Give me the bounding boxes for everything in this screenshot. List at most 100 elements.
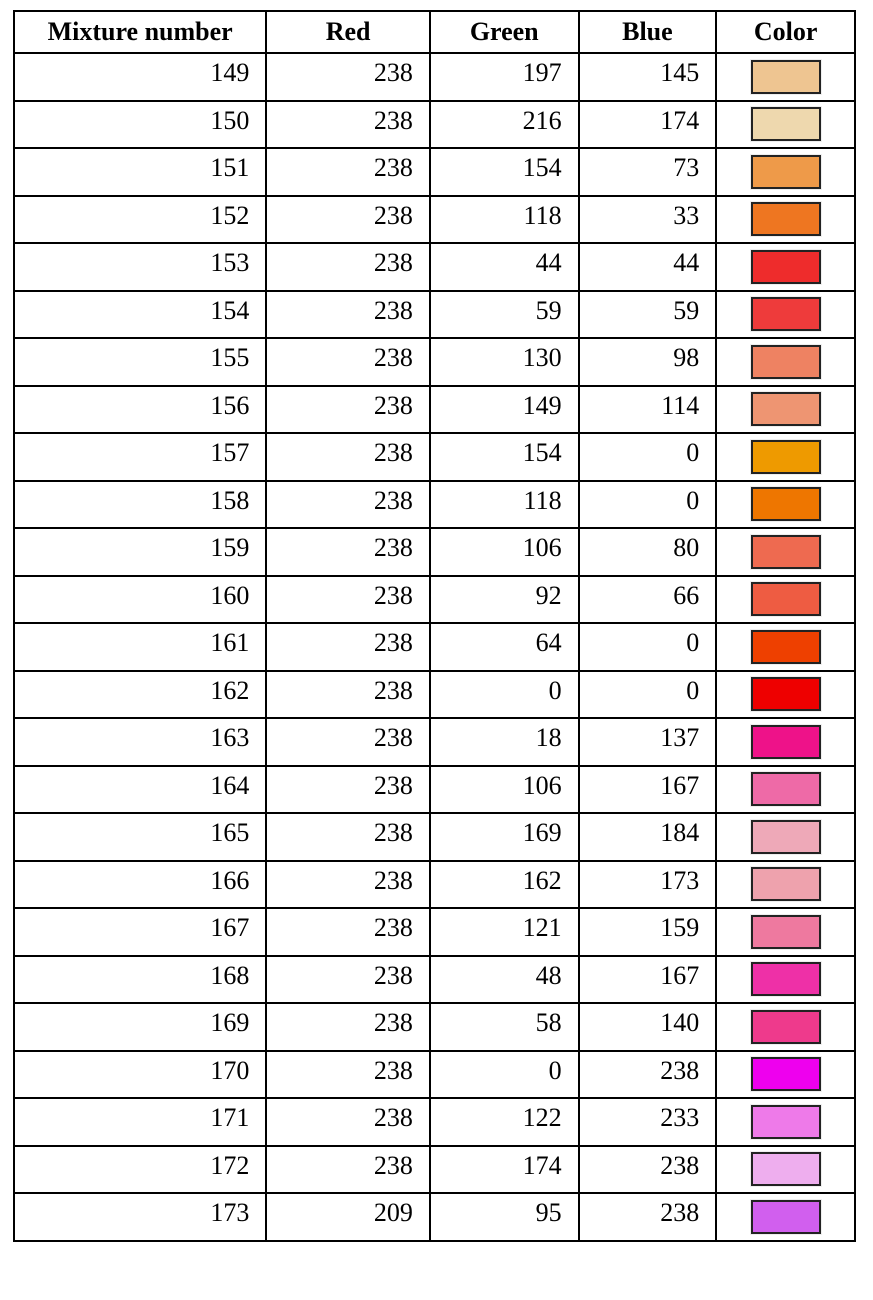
cell-red: 238 bbox=[265, 1144, 431, 1194]
cell-mixture: 166 bbox=[12, 859, 268, 909]
cell-blue: 167 bbox=[577, 764, 718, 814]
cell-red: 238 bbox=[265, 194, 431, 244]
color-swatch bbox=[750, 724, 821, 759]
header-green: Green bbox=[428, 10, 580, 54]
color-swatch bbox=[750, 962, 821, 997]
cell-red: 238 bbox=[265, 1049, 431, 1099]
cell-red: 238 bbox=[265, 147, 431, 197]
cell-red: 238 bbox=[265, 432, 431, 482]
table-row: 152 238 118 33 bbox=[12, 194, 856, 244]
cell-red: 238 bbox=[265, 479, 431, 529]
color-swatch bbox=[750, 1199, 821, 1234]
cell-color bbox=[715, 1144, 856, 1194]
cell-green: 106 bbox=[428, 527, 580, 577]
table-row: 161 238 64 0 bbox=[12, 622, 856, 672]
cell-blue: 0 bbox=[577, 669, 718, 719]
cell-mixture: 169 bbox=[12, 1002, 268, 1052]
cell-mixture: 151 bbox=[12, 147, 268, 197]
cell-blue: 80 bbox=[577, 527, 718, 577]
table-row: 171 238 122 233 bbox=[12, 1097, 856, 1147]
table-row: 165 238 169 184 bbox=[12, 812, 856, 862]
cell-green: 95 bbox=[428, 1192, 580, 1242]
cell-red: 238 bbox=[265, 99, 431, 149]
color-swatch bbox=[750, 819, 821, 854]
color-swatch bbox=[750, 582, 821, 617]
cell-red: 238 bbox=[265, 52, 431, 102]
cell-green: 118 bbox=[428, 479, 580, 529]
cell-mixture: 172 bbox=[12, 1144, 268, 1194]
header-red: Red bbox=[265, 10, 431, 54]
cell-mixture: 157 bbox=[12, 432, 268, 482]
cell-color bbox=[715, 194, 856, 244]
cell-mixture: 150 bbox=[12, 99, 268, 149]
cell-color bbox=[715, 337, 856, 387]
cell-red: 238 bbox=[265, 1097, 431, 1147]
cell-color bbox=[715, 527, 856, 577]
table-row: 149 238 197 145 bbox=[12, 52, 856, 102]
cell-blue: 33 bbox=[577, 194, 718, 244]
color-swatch bbox=[750, 107, 821, 142]
table-row: 150 238 216 174 bbox=[12, 99, 856, 149]
color-swatch bbox=[750, 202, 821, 237]
cell-red: 238 bbox=[265, 764, 431, 814]
cell-red: 238 bbox=[265, 907, 431, 957]
cell-green: 118 bbox=[428, 194, 580, 244]
cell-blue: 66 bbox=[577, 574, 718, 624]
table-row: 159 238 106 80 bbox=[12, 527, 856, 577]
table-row: 173 209 95 238 bbox=[12, 1192, 856, 1242]
cell-red: 238 bbox=[265, 859, 431, 909]
table-row: 155 238 130 98 bbox=[12, 337, 856, 387]
cell-blue: 0 bbox=[577, 622, 718, 672]
cell-green: 169 bbox=[428, 812, 580, 862]
cell-mixture: 163 bbox=[12, 717, 268, 767]
cell-green: 58 bbox=[428, 1002, 580, 1052]
color-swatch bbox=[750, 392, 821, 427]
cell-mixture: 158 bbox=[12, 479, 268, 529]
table-row: 154 238 59 59 bbox=[12, 289, 856, 339]
cell-color bbox=[715, 812, 856, 862]
color-swatch bbox=[750, 1152, 821, 1187]
cell-red: 238 bbox=[265, 954, 431, 1004]
color-swatch bbox=[750, 59, 821, 94]
table-body: 149 238 197 145 150 238 216 174 151 238 154 73 152 23… bbox=[12, 52, 856, 1242]
color-swatch bbox=[750, 677, 821, 712]
cell-red: 238 bbox=[265, 574, 431, 624]
table-row: 160 238 92 66 bbox=[12, 574, 856, 624]
cell-green: 197 bbox=[428, 52, 580, 102]
color-swatch bbox=[750, 297, 821, 332]
cell-green: 216 bbox=[428, 99, 580, 149]
color-swatch bbox=[750, 867, 821, 902]
cell-green: 59 bbox=[428, 289, 580, 339]
cell-color bbox=[715, 574, 856, 624]
color-swatch bbox=[750, 1009, 821, 1044]
cell-blue: 184 bbox=[577, 812, 718, 862]
cell-color bbox=[715, 669, 856, 719]
cell-red: 238 bbox=[265, 812, 431, 862]
header-row: Mixture number Red Green Blue Color bbox=[12, 10, 856, 54]
cell-green: 162 bbox=[428, 859, 580, 909]
cell-mixture: 171 bbox=[12, 1097, 268, 1147]
cell-mixture: 162 bbox=[12, 669, 268, 719]
cell-green: 18 bbox=[428, 717, 580, 767]
color-swatch bbox=[750, 344, 821, 379]
cell-blue: 238 bbox=[577, 1192, 718, 1242]
cell-red: 238 bbox=[265, 669, 431, 719]
cell-green: 174 bbox=[428, 1144, 580, 1194]
table-row: 162 238 0 0 bbox=[12, 669, 856, 719]
cell-red: 238 bbox=[265, 527, 431, 577]
cell-green: 92 bbox=[428, 574, 580, 624]
cell-blue: 145 bbox=[577, 52, 718, 102]
cell-color bbox=[715, 384, 856, 434]
cell-blue: 238 bbox=[577, 1049, 718, 1099]
cell-color bbox=[715, 954, 856, 1004]
cell-mixture: 159 bbox=[12, 527, 268, 577]
cell-color bbox=[715, 99, 856, 149]
table-row: 172 238 174 238 bbox=[12, 1144, 856, 1194]
cell-blue: 159 bbox=[577, 907, 718, 957]
cell-color bbox=[715, 479, 856, 529]
cell-color bbox=[715, 432, 856, 482]
color-swatch bbox=[750, 1057, 821, 1092]
cell-blue: 174 bbox=[577, 99, 718, 149]
color-swatch bbox=[750, 534, 821, 569]
cell-red: 238 bbox=[265, 1002, 431, 1052]
